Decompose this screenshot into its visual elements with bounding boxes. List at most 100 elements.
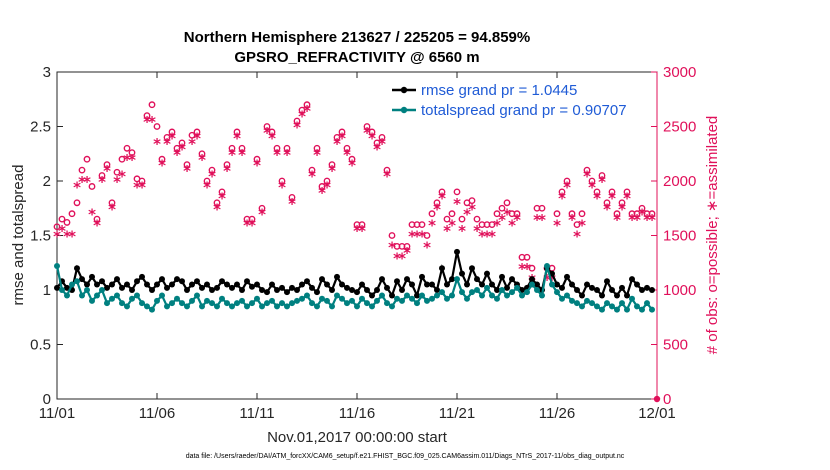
- spread-point: [364, 300, 370, 307]
- obs-assimilated-point: *: [343, 146, 351, 164]
- obs-assimilated-point: *: [363, 124, 371, 142]
- rmse-point: [419, 273, 425, 280]
- spread-point: [229, 303, 235, 310]
- rmse-point: [454, 248, 460, 255]
- spread-point: [479, 292, 485, 299]
- x-tick-label: 11/21: [439, 405, 475, 422]
- series-layer: [54, 248, 655, 313]
- obs-assimilated-point: *: [453, 195, 461, 213]
- rmse-point: [534, 281, 540, 288]
- spread-point: [434, 292, 440, 299]
- obs-assimilated-point: *: [263, 124, 271, 142]
- obs-assimilated-point: *: [213, 200, 221, 218]
- y-tick-label: 0.5: [30, 337, 51, 354]
- rmse-point: [489, 281, 495, 288]
- rmse-point: [414, 292, 420, 299]
- rmse-point: [624, 292, 630, 299]
- spread-point: [389, 303, 395, 310]
- spread-point: [374, 297, 380, 304]
- obs-assimilated-point: *: [218, 189, 226, 207]
- obs-assimilated-point: *: [228, 146, 236, 164]
- spread-point: [334, 292, 340, 299]
- spread-point: [269, 297, 275, 304]
- spread-point: [174, 295, 180, 302]
- obs-possible-point: [223, 161, 231, 169]
- spread-point: [619, 300, 625, 307]
- obs-assimilated-point: *: [513, 211, 521, 229]
- rmse-point: [209, 287, 215, 293]
- spread-point: [109, 295, 115, 302]
- obs-assimilated-point: *: [208, 168, 216, 186]
- obs-assimilated-point: *: [283, 146, 291, 164]
- obs-assimilated-point: *: [423, 238, 431, 256]
- obs-possible-point: [288, 193, 296, 201]
- obs-assimilated-point: *: [88, 206, 96, 224]
- obs-assimilated-point: *: [518, 260, 526, 278]
- obs-assimilated-point: *: [173, 146, 181, 164]
- obs-possible-point: [213, 199, 221, 207]
- spread-point: [559, 295, 565, 302]
- spread-point: [354, 303, 360, 310]
- spread-point: [509, 289, 515, 296]
- obs-possible-point: [58, 215, 66, 223]
- obs-possible-point: [253, 155, 261, 163]
- obs-assimilated-point: *: [193, 129, 201, 147]
- obs-assimilated-point: *: [163, 135, 171, 153]
- obs-possible-point: [358, 221, 366, 229]
- obs-possible-point: [383, 166, 391, 174]
- obs-possible-point: [568, 210, 576, 218]
- spread-point: [119, 300, 125, 307]
- obs-possible-point: [163, 133, 171, 141]
- y-axis-right: 0 500 1000 1500 2000 2500 3000: [651, 64, 696, 408]
- rmse-point: [239, 287, 245, 293]
- rmse-point: [149, 287, 155, 293]
- spread-point: [144, 303, 150, 310]
- spread-point: [264, 300, 270, 307]
- rmse-point: [89, 273, 95, 280]
- obs-assimilated-point: *: [83, 173, 91, 191]
- obs-assimilated-point: *: [368, 129, 376, 147]
- y-tick-label: 2.5: [30, 119, 51, 136]
- spread-point: [159, 292, 165, 299]
- obs-possible-point: [578, 210, 586, 218]
- obs-assimilated-point: *: [358, 222, 366, 240]
- obs-possible-point: [108, 199, 116, 207]
- spread-point: [579, 303, 585, 310]
- obs-assimilated-point: *: [158, 157, 166, 175]
- y-tick-label-right: 500: [663, 337, 688, 354]
- spread-point: [104, 300, 110, 307]
- spread-point: [189, 297, 195, 304]
- rmse-point: [509, 276, 515, 283]
- obs-assimilated-point: *: [458, 222, 466, 240]
- obs-assimilated-point: *: [388, 238, 396, 256]
- x-tick-label: 11/11: [239, 405, 274, 422]
- spread-point: [219, 295, 225, 302]
- obs-assimilated-point: *: [393, 249, 401, 267]
- rmse-point: [109, 281, 115, 288]
- obs-assimilated-point: *: [353, 222, 361, 240]
- obs-assimilated-point: *: [308, 168, 316, 186]
- obs-assimilated-point: *: [498, 211, 506, 229]
- obs-possible-point: [403, 242, 411, 250]
- rmse-point: [114, 276, 120, 283]
- y-tick-label-right: 2000: [663, 173, 696, 190]
- obs-possible-point: [328, 161, 336, 169]
- rmse-point: [179, 278, 185, 285]
- rmse-point: [184, 287, 190, 293]
- rmse-point: [219, 278, 225, 285]
- rmse-point: [104, 284, 110, 291]
- spread-point: [99, 287, 105, 293]
- obs-possible-point: [203, 177, 211, 185]
- obs-possible-point: [123, 144, 131, 152]
- rmse-point: [554, 281, 560, 288]
- obs-possible-point: [583, 166, 591, 174]
- rmse-point: [589, 284, 595, 291]
- spread-point: [79, 292, 85, 299]
- spread-point: [194, 292, 200, 299]
- rmse-point: [649, 287, 655, 293]
- spread-point: [459, 289, 465, 296]
- obs-possible-point: [563, 177, 571, 185]
- rmse-point: [339, 281, 345, 288]
- obs-possible-point: [618, 199, 626, 207]
- obs-possible-point: [263, 123, 271, 130]
